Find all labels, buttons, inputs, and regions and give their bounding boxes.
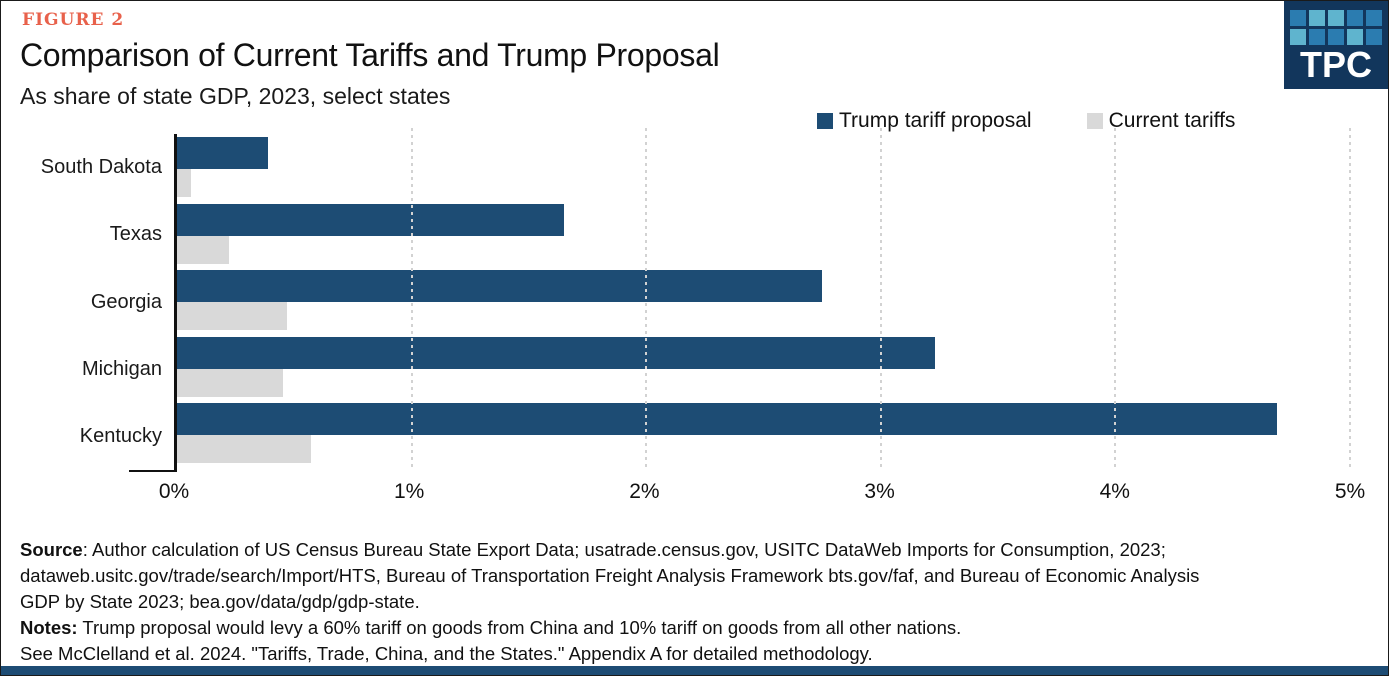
legend-item: Trump tariff proposal — [817, 109, 1032, 133]
footer-line: dataweb.usitc.gov/trade/search/Import/HT… — [20, 565, 1200, 586]
bar-trump-proposal-michigan — [177, 336, 935, 369]
category-label: Georgia — [90, 290, 162, 313]
category-label: Kentucky — [79, 424, 162, 447]
x-tick-label: 2% — [629, 480, 660, 503]
category-label: South Dakota — [40, 156, 162, 179]
gridline — [1114, 128, 1117, 470]
logo-square — [1290, 29, 1306, 45]
x-tick-label: 4% — [1099, 480, 1130, 503]
chart-subtitle: As share of state GDP, 2023, select stat… — [20, 83, 451, 109]
x-tick-label: 0% — [158, 480, 190, 503]
bar-group — [177, 270, 1350, 337]
logo-square — [1347, 10, 1363, 26]
category-label: Michigan — [81, 357, 162, 380]
logo-square — [1347, 29, 1363, 45]
x-axis: 0% 1% 2% 3% 4% 5% — [159, 480, 1365, 510]
legend-label: Trump tariff proposal — [839, 109, 1032, 132]
footer-line-bold-prefix: Notes: — [20, 617, 78, 638]
footer-line: See McClelland et al. 2024. "Tariffs, Tr… — [20, 643, 873, 664]
footer-line: Notes: Trump proposal would levy a 60% t… — [20, 617, 962, 638]
bar-trump-proposal-kentucky — [177, 403, 1278, 436]
legend-label: Current tariffs — [1108, 109, 1236, 132]
logo-square — [1366, 10, 1382, 26]
bar-trump-proposal-georgia — [177, 270, 823, 303]
legend-item: Current tariffs — [1086, 109, 1236, 133]
bar-current-tariffs-kentucky — [177, 435, 311, 464]
logo-square — [1309, 10, 1325, 26]
category-axis: South Dakota Texas Georgia Michigan Kentucky — [21, 134, 174, 470]
bar-group — [177, 137, 1350, 204]
bar-current-tariffs-texas — [177, 235, 229, 264]
x-tick-label: 1% — [394, 480, 425, 503]
category-label: Texas — [109, 223, 162, 246]
plot-area — [129, 128, 1351, 472]
bottom-accent-bar — [1, 666, 1388, 675]
gridline — [1349, 128, 1351, 470]
bar-group — [177, 203, 1350, 271]
tpc-logo: TPC — [1284, 1, 1388, 89]
legend-swatch — [1086, 113, 1103, 129]
gridline — [879, 128, 882, 470]
footer-line: Source: Author calculation of US Census … — [20, 539, 1166, 560]
x-tick-label: 5% — [1334, 480, 1366, 503]
bar-current-tariffs-georgia — [177, 302, 288, 331]
tpc-logo-text: TPC — [1300, 44, 1372, 85]
legend-swatch — [817, 113, 833, 129]
gridline — [410, 128, 413, 470]
legend: Trump tariff proposal Current tariffs — [817, 109, 1235, 133]
bar-group — [177, 336, 1350, 404]
logo-square — [1328, 10, 1344, 26]
logo-square — [1290, 10, 1306, 26]
logo-square — [1328, 29, 1344, 45]
tpc-logo-squares — [1290, 10, 1382, 45]
footer-line-bold-prefix: Source — [20, 539, 83, 560]
gridline — [645, 128, 648, 470]
figure-label: FIGURE 2 — [22, 10, 125, 30]
bar-current-tariffs-south-dakota — [177, 169, 192, 197]
source-notes: Source: Author calculation of US Census … — [20, 537, 1376, 667]
logo-square — [1366, 29, 1382, 45]
bar-group — [177, 403, 1350, 470]
bar-chart: South Dakota Texas Georgia Michigan Kentucky… — [21, 128, 1365, 516]
bar-groups — [177, 134, 1350, 470]
chart-title: Comparison of Current Tariffs and Trump … — [20, 37, 720, 73]
bar-current-tariffs-michigan — [177, 368, 283, 397]
bar-trump-proposal-south-dakota — [177, 137, 269, 169]
logo-square — [1309, 29, 1325, 45]
footer-line: GDP by State 2023; bea.gov/data/gdp/gdp-… — [20, 591, 420, 612]
x-tick-label: 3% — [864, 480, 895, 503]
bar-trump-proposal-texas — [177, 203, 565, 236]
